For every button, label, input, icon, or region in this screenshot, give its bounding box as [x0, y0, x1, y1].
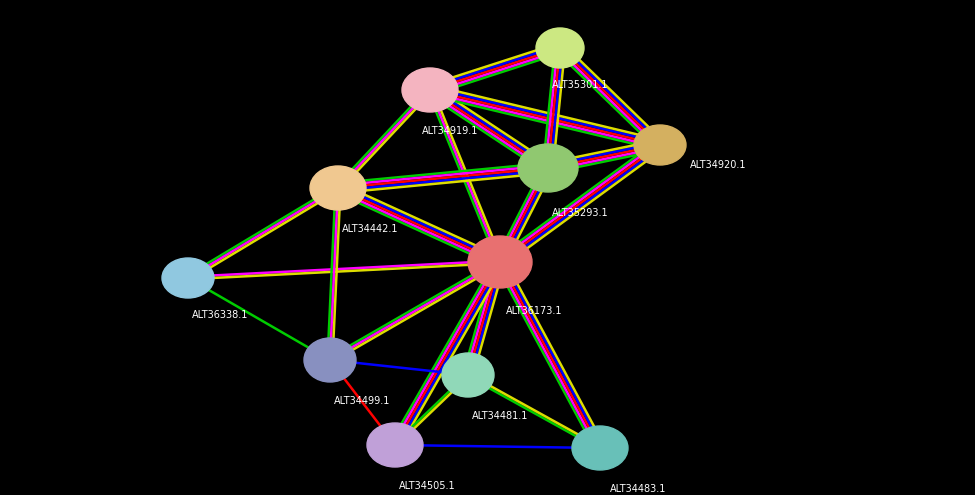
Ellipse shape	[367, 423, 423, 467]
Ellipse shape	[310, 166, 366, 210]
Ellipse shape	[162, 258, 214, 298]
Ellipse shape	[634, 125, 686, 165]
Text: ALT34442.1: ALT34442.1	[342, 224, 399, 234]
Ellipse shape	[442, 353, 494, 397]
Text: ALT36338.1: ALT36338.1	[192, 310, 249, 320]
Ellipse shape	[536, 28, 584, 68]
Ellipse shape	[468, 236, 532, 288]
Text: ALT34499.1: ALT34499.1	[334, 396, 390, 406]
Text: ALT34483.1: ALT34483.1	[610, 484, 666, 494]
Text: ALT34481.1: ALT34481.1	[472, 411, 528, 421]
Ellipse shape	[572, 426, 628, 470]
Ellipse shape	[402, 68, 458, 112]
Text: ALT35293.1: ALT35293.1	[552, 208, 608, 218]
Ellipse shape	[304, 338, 356, 382]
Text: ALT34920.1: ALT34920.1	[690, 160, 747, 170]
Ellipse shape	[518, 144, 578, 192]
Text: ALT36173.1: ALT36173.1	[506, 306, 563, 316]
Text: ALT34505.1: ALT34505.1	[399, 481, 455, 491]
Text: ALT35301.1: ALT35301.1	[552, 80, 608, 90]
Text: ALT34919.1: ALT34919.1	[422, 126, 479, 136]
